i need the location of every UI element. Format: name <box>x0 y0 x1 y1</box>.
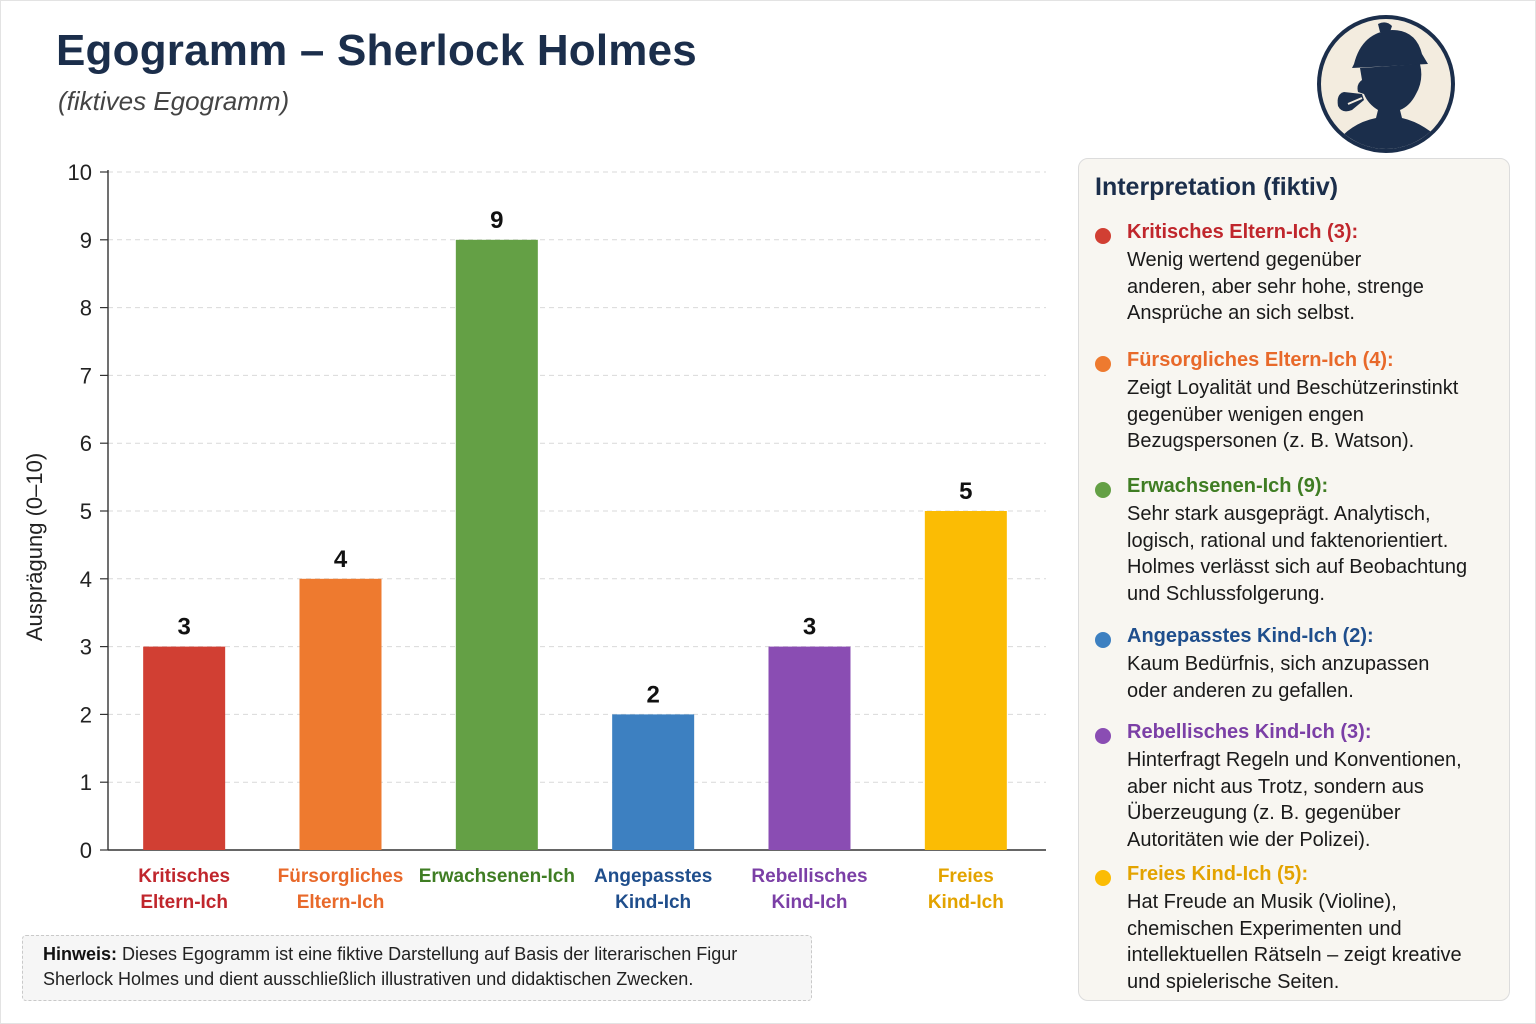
interpretation-item-heading: Fürsorgliches Eltern-Ich (4): <box>1127 349 1394 371</box>
page-title: Egogramm – Sherlock Holmes <box>56 26 697 75</box>
interpretation-text-line: Zeigt Loyalität und Beschützerinstinkt <box>1127 377 1459 399</box>
y-tick-label: 9 <box>80 228 92 253</box>
x-category-label: Rebellisches <box>751 866 867 887</box>
x-category-label: Kind-Ich <box>772 892 848 913</box>
x-category-label: Kind-Ich <box>928 892 1004 913</box>
interpretation-text-line: Hinterfragt Regeln und Konventionen, <box>1127 749 1462 771</box>
x-category-label: Kind-Ich <box>615 892 691 913</box>
bar-value-label: 3 <box>803 614 816 641</box>
interpretation-item-heading: Kritisches Eltern-Ich (3): <box>1127 221 1359 243</box>
interpretation-text-line: Sehr stark ausgeprägt. Analytisch, <box>1127 503 1431 525</box>
y-tick-label: 10 <box>68 160 92 185</box>
bar-value-label: 4 <box>334 546 348 573</box>
interpretation-panel: Interpretation (fiktiv) Kritisches Elter… <box>1078 158 1510 1001</box>
x-category-label: Angepasstes <box>594 866 712 887</box>
bar <box>143 646 226 850</box>
bar <box>455 239 538 851</box>
interpretation-item-text: Zeigt Loyalität und Beschützerinstinkt ge… <box>1127 375 1503 455</box>
interpretation-text-line: Hat Freude an Musik (Violine), <box>1127 891 1397 913</box>
bar-value-label: 3 <box>177 614 190 641</box>
y-tick-label: 0 <box>80 838 92 863</box>
interpretation-text-line: anderen, aber sehr hohe, strenge <box>1127 275 1424 298</box>
y-tick-label: 7 <box>80 363 92 388</box>
bullet-dot-icon <box>1095 870 1111 886</box>
interpretation-text-line: Überzeugung (z. B. gegenüber <box>1127 802 1401 824</box>
x-category-label: Eltern-Ich <box>297 892 385 913</box>
x-category-label: Fürsorgliches <box>278 866 404 887</box>
interpretation-item-text: Sehr stark ausgeprägt. Analytisch, logisc… <box>1127 501 1503 607</box>
x-category-label: Eltern-Ich <box>140 892 228 913</box>
interpretation-text-line: Bezugspersonen (z. B. Watson). <box>1127 430 1415 452</box>
x-category-label: Erwachsenen-Ich <box>419 866 575 887</box>
sherlock-silhouette-icon <box>1317 15 1455 153</box>
bar <box>768 646 851 850</box>
interpretation-item-text: Hat Freude an Musik (Violine), chemischen… <box>1127 889 1503 995</box>
interpretation-text-line: logisch, rational und faktenorientiert. <box>1127 529 1449 552</box>
bar <box>924 511 1007 850</box>
bullet-dot-icon <box>1095 482 1111 498</box>
y-axis-label: Ausprägung (0–10) <box>22 453 47 641</box>
interpretation-text-line: Wenig wertend gegenüber <box>1127 249 1362 271</box>
y-tick-label: 3 <box>80 635 92 660</box>
interpretation-item-heading: Erwachsenen-Ich (9): <box>1127 475 1329 497</box>
interpretation-text-line: oder anderen zu gefallen. <box>1127 679 1354 702</box>
hint-text-line-2: Sherlock Holmes und dient ausschließlich… <box>43 969 694 989</box>
interpretation-item-text: Kaum Bedürfnis, sich anzupassen oder ande… <box>1127 651 1503 704</box>
interpretation-item-text: Wenig wertend gegenüber anderen, aber seh… <box>1127 247 1503 327</box>
y-tick-label: 2 <box>80 702 92 727</box>
bar-value-label: 5 <box>959 478 972 505</box>
bullet-dot-icon <box>1095 728 1111 744</box>
bar-value-label: 2 <box>646 681 659 708</box>
interpretation-item-heading: Angepasstes Kind-Ich (2): <box>1127 625 1374 647</box>
interpretation-item-heading: Rebellisches Kind-Ich (3): <box>1127 721 1372 743</box>
interpretation-item-text: Hinterfragt Regeln und Konventionen, aber… <box>1127 747 1503 853</box>
bullet-dot-icon <box>1095 228 1111 244</box>
page-subtitle: (fiktives Egogramm) <box>58 86 290 116</box>
y-tick-label: 1 <box>80 770 92 795</box>
bar <box>612 714 695 850</box>
interpretation-title: Interpretation (fiktiv) <box>1095 173 1339 201</box>
bar-chart: 0 1 2 3 4 5 6 7 8 9 10 3 4 9 2 3 5 Kritisches Eltern-Ich… <box>22 160 1046 913</box>
interpretation-text-line: Ansprüche an sich selbst. <box>1127 302 1355 324</box>
interpretation-text-line: Kaum Bedürfnis, sich anzupassen <box>1127 653 1430 675</box>
interpretation-text-line: intellektuellen Rätseln – zeigt kreative <box>1127 944 1462 966</box>
bar <box>299 578 382 850</box>
interpretation-text-line: chemischen Experimenten und <box>1127 917 1402 940</box>
y-tick-label: 4 <box>80 567 92 592</box>
interpretation-item-heading: Freies Kind-Ich (5): <box>1127 863 1309 885</box>
bullet-dot-icon <box>1095 632 1111 648</box>
interpretation-text-line: Autoritäten wie der Polizei). <box>1127 828 1371 851</box>
y-tick-label: 6 <box>80 431 92 456</box>
x-category-label: Kritisches <box>138 866 230 887</box>
bar-value-label: 9 <box>490 207 503 234</box>
interpretation-text-line: und spielerische Seiten. <box>1127 970 1340 993</box>
y-tick-label: 5 <box>80 499 92 524</box>
hint-text-line-1: Dieses Egogramm ist eine fiktive Darstel… <box>122 944 738 964</box>
x-category-label: Freies <box>938 866 994 887</box>
interpretation-text-line: und Schlussfolgerung. <box>1127 582 1325 605</box>
hint-note: Hinweis: Dieses Egogramm ist eine fiktiv… <box>22 935 812 1001</box>
hint-label: Hinweis: <box>43 944 118 964</box>
interpretation-text-line: gegenüber wenigen engen <box>1127 403 1364 426</box>
bullet-dot-icon <box>1095 356 1111 372</box>
interpretation-text-line: aber nicht aus Trotz, sondern aus <box>1127 775 1424 798</box>
interpretation-text-line: Holmes verlässt sich auf Beobachtung <box>1127 556 1468 578</box>
y-tick-label: 8 <box>80 296 92 321</box>
